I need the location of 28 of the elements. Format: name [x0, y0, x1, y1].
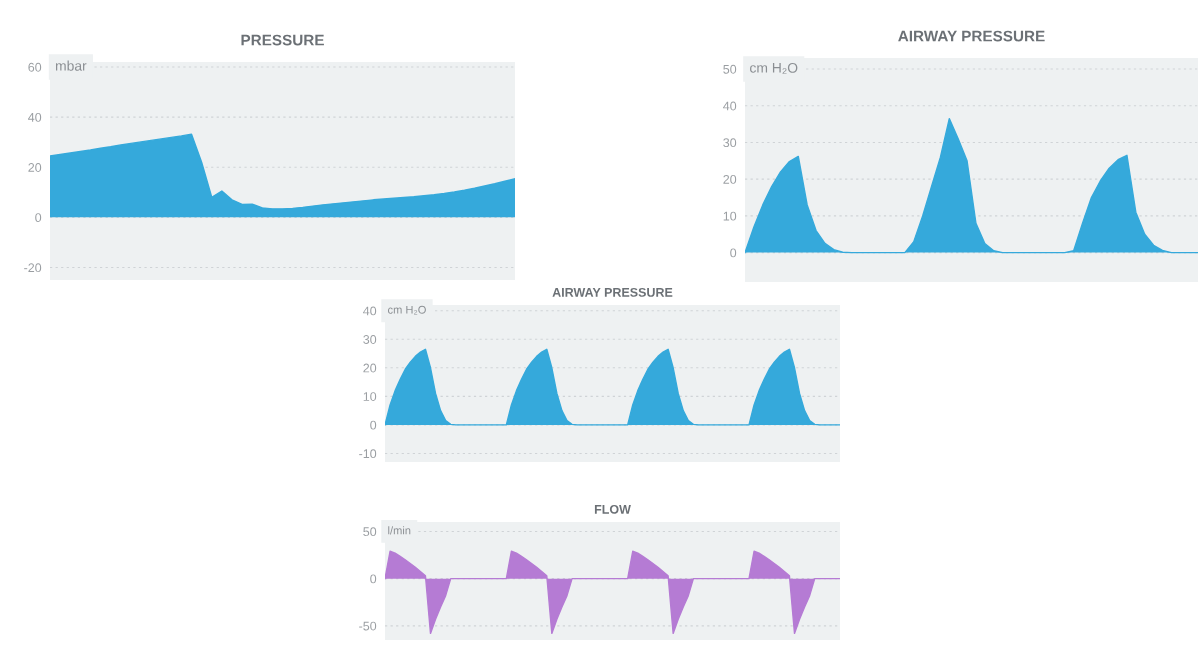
chart-title: FLOW — [594, 504, 631, 514]
y-tick-label: 50 — [363, 527, 377, 537]
y-tick-label: 10 — [723, 211, 737, 221]
y-tick-label: 0 — [370, 420, 377, 430]
y-tick-label: 20 — [28, 163, 42, 172]
y-tick-label: 0 — [370, 574, 377, 584]
y-tick-label: 0 — [730, 248, 737, 258]
chart-title: AIRWAY PRESSURE — [552, 287, 673, 297]
y-tick-label: 0 — [35, 213, 42, 223]
y-tick-label: 30 — [723, 138, 737, 148]
y-axis-title: cm H₂O — [388, 305, 426, 315]
y-tick-label: -10 — [359, 449, 377, 459]
y-tick-label: -50 — [359, 621, 377, 631]
y-tick-label: 40 — [363, 306, 377, 316]
y-tick-label: 10 — [363, 392, 377, 401]
y-axis-title: mbar — [55, 60, 87, 71]
y-tick-label: 40 — [723, 101, 737, 111]
chart-title: AIRWAY PRESSURE — [898, 30, 1045, 42]
y-tick-label: 30 — [363, 335, 377, 344]
y-tick-label: 50 — [723, 64, 737, 74]
y-tick-label: 20 — [363, 363, 377, 373]
y-tick-label: 60 — [28, 62, 42, 72]
chart-title: PRESSURE — [241, 34, 324, 46]
y-tick-label: -20 — [24, 263, 42, 273]
y-tick-label: 40 — [28, 112, 42, 122]
y-tick-label: 20 — [723, 174, 737, 184]
y-axis-title: cm H₂O — [750, 62, 798, 74]
y-axis-title: l/min — [388, 526, 411, 535]
